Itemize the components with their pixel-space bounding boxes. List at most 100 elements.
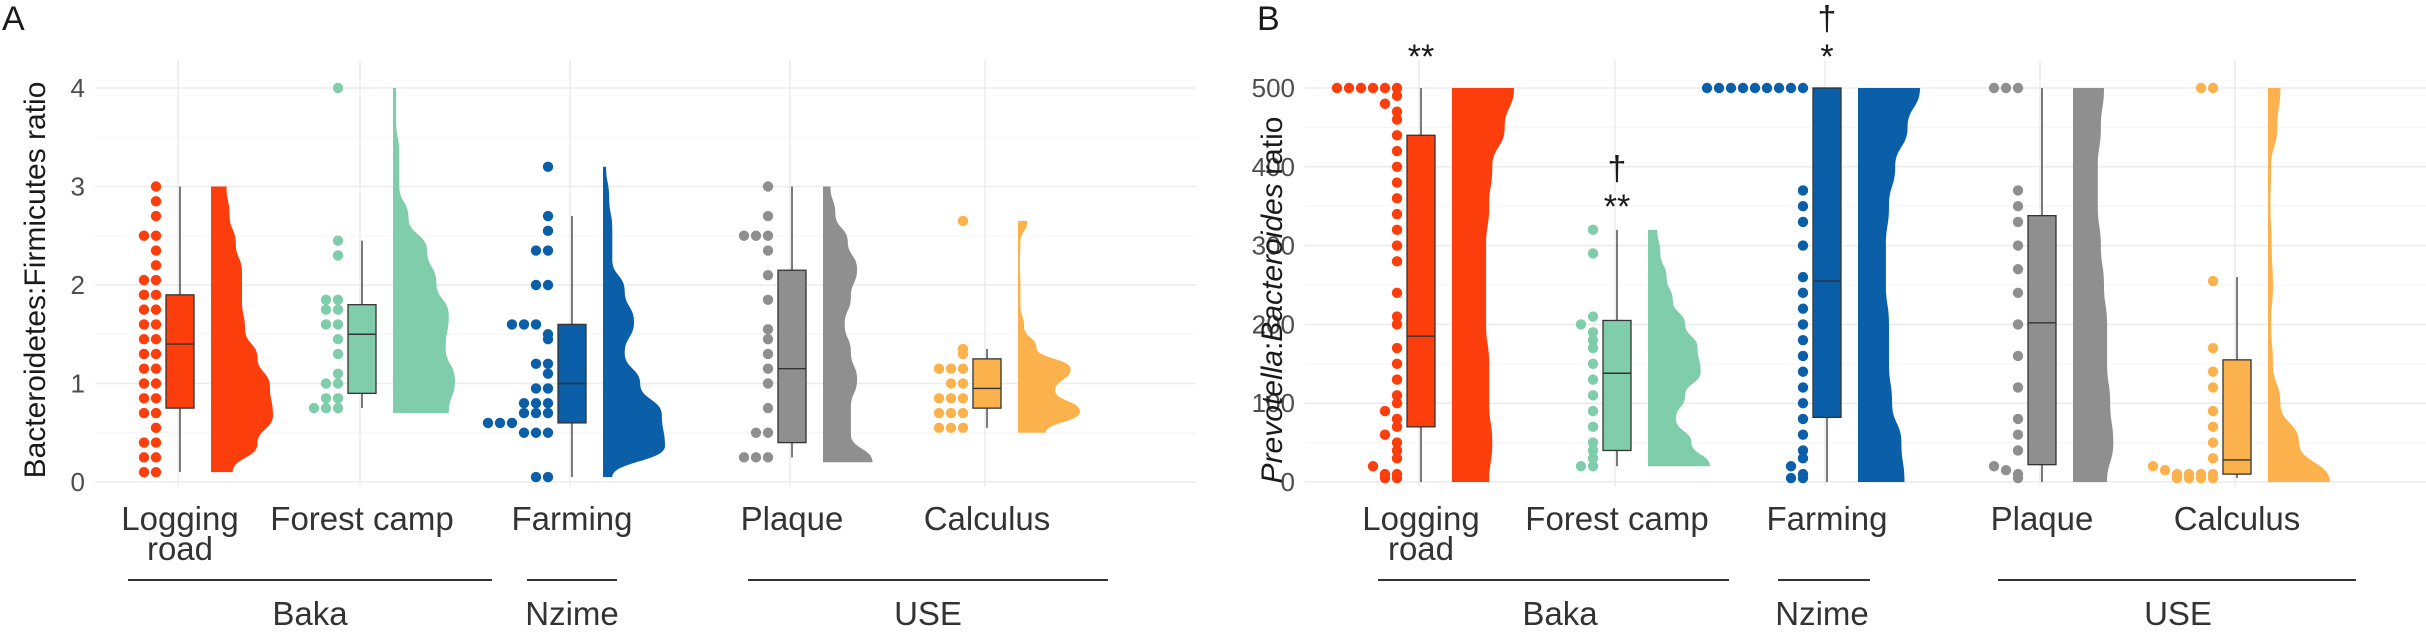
data-point	[933, 407, 945, 419]
data-point	[320, 393, 332, 404]
data-point	[1797, 287, 1809, 299]
data-point	[542, 210, 554, 222]
data-point	[542, 368, 554, 379]
data-point	[482, 417, 494, 429]
data-point	[1773, 82, 1785, 94]
data-point	[1797, 82, 1809, 94]
data-point	[320, 304, 332, 315]
data-point	[542, 279, 554, 291]
data-point	[945, 407, 957, 419]
data-point	[138, 437, 150, 448]
significance-marker: **	[1604, 188, 1630, 226]
data-point	[138, 407, 150, 419]
data-point	[138, 363, 150, 374]
data-point	[150, 407, 162, 419]
data-point	[332, 304, 344, 315]
data-point	[2012, 201, 2024, 212]
data-point	[762, 452, 774, 463]
data-point	[1587, 445, 1599, 456]
y-tick-label: 1	[71, 369, 85, 399]
y-tick-label: 500	[1252, 73, 1295, 103]
data-point	[957, 343, 969, 355]
data-point	[518, 427, 530, 438]
box	[1812, 87, 1842, 419]
data-point	[2207, 468, 2219, 480]
data-point	[150, 363, 162, 374]
data-point	[1391, 445, 1403, 456]
data-point	[1391, 82, 1403, 94]
y-tick-label: 100	[1252, 388, 1295, 418]
data-point	[150, 274, 162, 286]
data-point	[957, 378, 969, 389]
data-point	[138, 348, 150, 360]
data-point	[530, 383, 542, 394]
data-point	[542, 245, 554, 256]
data-point	[1587, 327, 1599, 338]
data-point	[530, 427, 542, 438]
data-point	[530, 245, 542, 256]
data-point	[542, 358, 554, 369]
data-point	[1391, 413, 1403, 425]
data-point	[1391, 421, 1403, 433]
density-3	[823, 186, 873, 463]
x-tick-label-line2: road	[1388, 530, 1454, 567]
box	[165, 294, 195, 409]
box	[1602, 319, 1632, 452]
data-point	[150, 260, 162, 271]
data-point	[933, 422, 945, 434]
data-point	[1391, 224, 1403, 236]
data-point	[530, 319, 542, 330]
data-point	[332, 250, 344, 261]
category-1: Forest camp	[1525, 224, 1710, 537]
data-point	[1587, 437, 1599, 448]
data-point	[762, 363, 774, 374]
data-point	[542, 471, 554, 483]
box	[2027, 215, 2057, 466]
data-point	[1725, 82, 1737, 94]
data-point	[332, 235, 344, 246]
x-tick-label: Calculus	[2174, 500, 2301, 537]
chart-panel-b: 0 100 200 300 400 500 Prevotella:Bacteroides r…	[1252, 0, 2426, 632]
data-point	[506, 417, 518, 429]
box	[1406, 134, 1436, 428]
data-point	[1587, 453, 1599, 464]
data-point	[518, 407, 530, 419]
data-point	[1797, 185, 1809, 196]
data-point	[1785, 472, 1797, 484]
data-point	[738, 452, 750, 463]
data-point	[542, 225, 554, 237]
data-point	[2207, 275, 2219, 287]
data-point	[1587, 421, 1599, 433]
y-tick-label: 3	[71, 172, 85, 202]
data-point	[1988, 461, 2000, 472]
data-point	[1379, 98, 1391, 109]
data-point	[2012, 413, 2024, 425]
data-point	[1391, 90, 1403, 102]
data-point	[1713, 82, 1725, 94]
data-point	[530, 358, 542, 369]
data-point	[1355, 82, 1367, 94]
data-point	[2207, 405, 2219, 417]
data-point	[138, 274, 150, 286]
data-point	[150, 422, 162, 434]
data-point	[1797, 319, 1809, 330]
data-point	[1797, 216, 1809, 228]
data-point	[1391, 358, 1403, 369]
data-point	[1587, 248, 1599, 259]
data-point	[320, 378, 332, 389]
data-point	[138, 378, 150, 389]
data-point	[1391, 453, 1403, 464]
data-point	[1797, 201, 1809, 212]
data-point	[150, 333, 162, 345]
panel-label-a: A	[2, 0, 25, 38]
data-point	[762, 324, 774, 335]
data-point	[332, 348, 344, 360]
data-point	[1587, 342, 1599, 354]
data-point	[1797, 271, 1809, 283]
data-point	[2000, 464, 2012, 476]
data-point	[2012, 319, 2024, 330]
data-point	[2207, 437, 2219, 448]
y-tick-label: 0	[71, 467, 85, 497]
significance-marker: †	[1608, 150, 1627, 188]
